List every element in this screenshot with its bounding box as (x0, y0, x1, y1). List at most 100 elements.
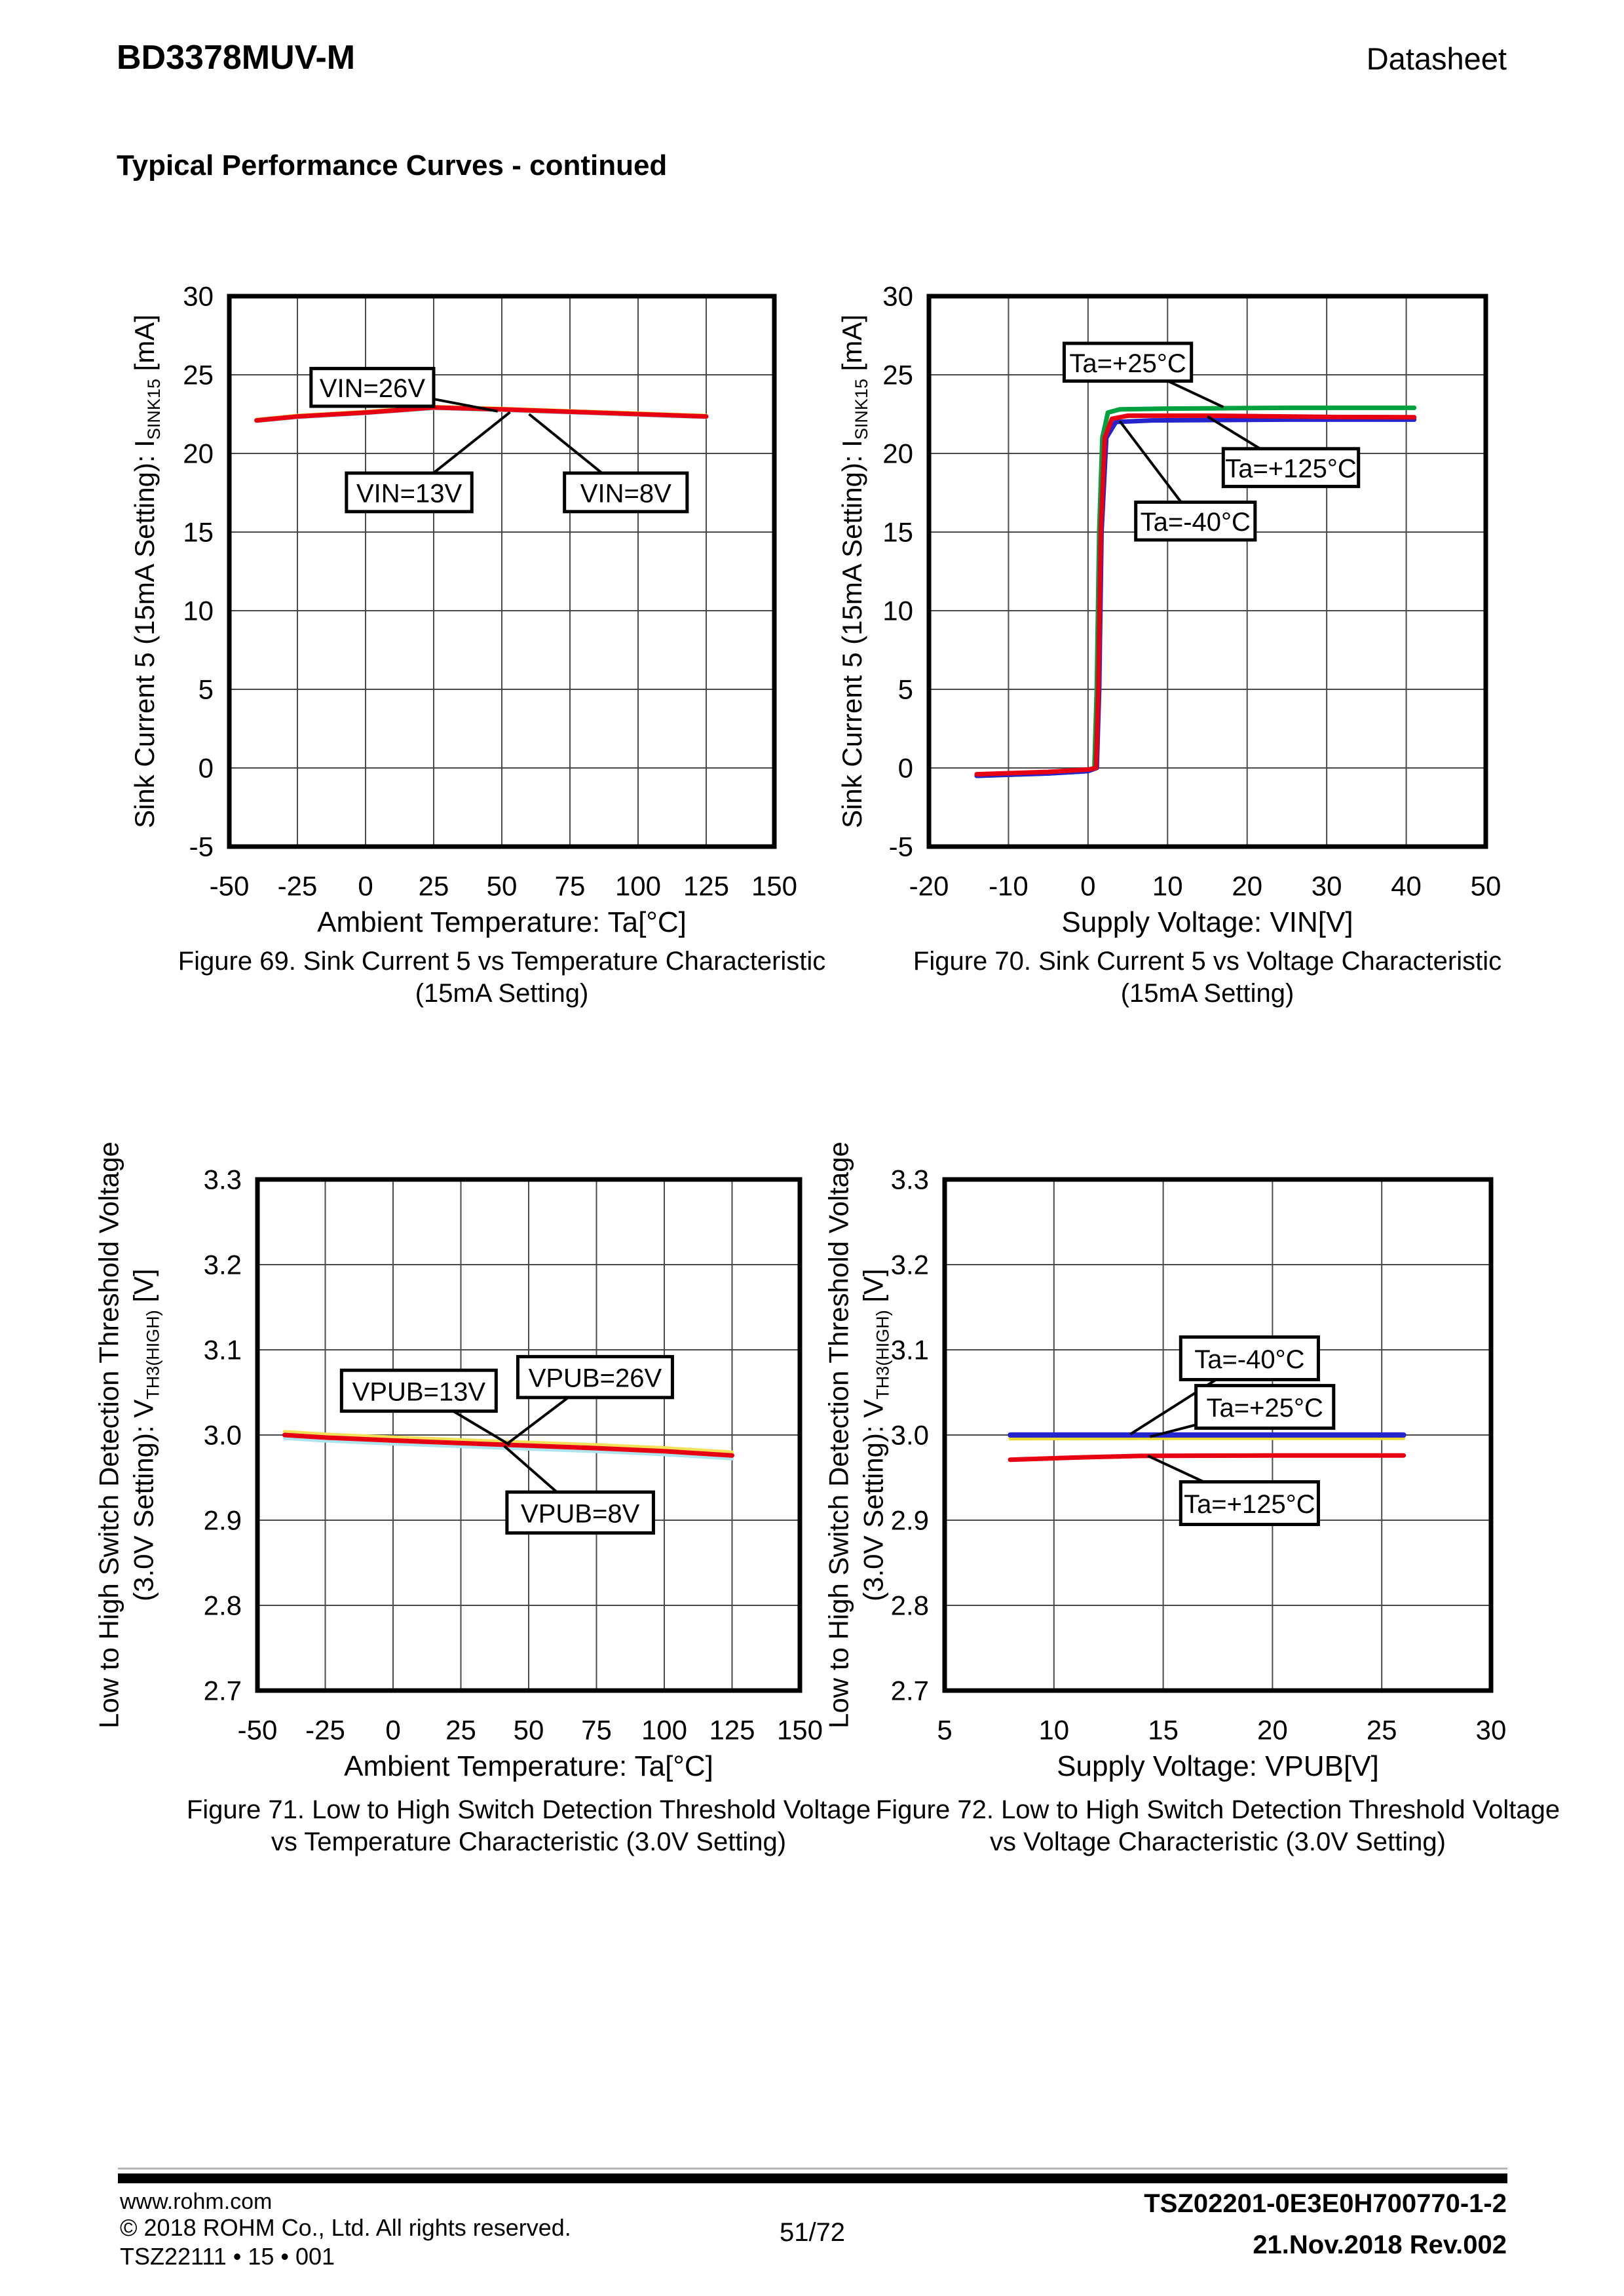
y-tick-label: 2.7 (204, 1675, 242, 1706)
figure-72-plot-svg: Ta=-40°C Ta=+25°C Ta=+125°C 5 10 15 20 25 30 2.7 2… (891, 1164, 1507, 1783)
section-title: Typical Performance Curves - continued (117, 149, 668, 182)
y-tick-label: 2.9 (204, 1505, 242, 1536)
x-tick-label: -50 (238, 1715, 278, 1746)
figure-69-y-axis-label: Sink Current 5 (15mA Setting): ISINK15 [… (128, 315, 164, 828)
y-tick-label: 5 (198, 674, 214, 705)
x-tick-label: 150 (751, 871, 797, 902)
x-tick-label: 25 (419, 871, 449, 902)
y-tick-label: 3.1 (891, 1335, 929, 1366)
footer-doc-code-right: TSZ02201-0E3E0H700770-1-2 (1144, 2189, 1507, 2218)
annotation-box (1179, 1480, 1320, 1526)
x-tick-label: 75 (555, 871, 586, 902)
figure-69-caption: Figure 69. Sink Current 5 vs Temperature… (178, 946, 826, 1010)
footer-revision: 21.Nov.2018 Rev.002 (1253, 2230, 1507, 2259)
annotation-box (309, 366, 436, 408)
figure-71-caption: Figure 71. Low to High Switch Detection … (187, 1794, 871, 1858)
annotation-label: VPUB=26V (529, 1364, 662, 1393)
series-line-VPUB=26V (282, 1432, 734, 1458)
figure-70-chart: Ta=+25°C Ta=+125°C Ta=-40°C -20 -10 0 10 20 30 40… (831, 278, 1538, 965)
x-tick-label: 10 (1152, 871, 1183, 902)
y-tick-label: 2.8 (204, 1590, 242, 1621)
y-tick-label: 25 (183, 360, 214, 391)
y-tick-label: 0 (198, 753, 214, 784)
x-tick-label: 125 (709, 1715, 755, 1746)
y-tick-label: 5 (898, 674, 913, 705)
y-tick-label: 10 (183, 596, 214, 626)
x-tick-label: 75 (581, 1715, 612, 1746)
y-tick-label: 20 (183, 438, 214, 469)
y-tick-label: 0 (898, 753, 913, 784)
x-tick-label: 5 (937, 1715, 952, 1746)
y-tick-label: 3.1 (204, 1335, 242, 1366)
y-tick-label: 25 (882, 360, 913, 391)
annotation-label: Ta=-40°C (1194, 1345, 1304, 1374)
y-tick-label: 3.3 (891, 1164, 929, 1195)
figure-71-chart: VPUB=13V VPUB=26V VPUB=8V -50 -25 0 25 50 75 100 1… (159, 1161, 852, 1808)
y-tick-label: 3.2 (891, 1250, 929, 1280)
y-tick-label: -5 (889, 832, 913, 862)
figure-70-caption: Figure 70. Sink Current 5 vs Voltage Cha… (913, 946, 1501, 1010)
y-tick-label: 15 (882, 517, 913, 548)
annotation-label: Ta=+125°C (1184, 1490, 1315, 1519)
figure-72-caption-line1: Figure 72. Low to High Switch Detection … (875, 1795, 1560, 1824)
annotation-box (339, 1368, 498, 1413)
figure-71-caption-line2: vs Temperature Characteristic (3.0V Sett… (271, 1827, 787, 1856)
series-line-VPUB=8V (282, 1430, 734, 1454)
footer-website: www.rohm.com (120, 2189, 273, 2214)
figure-72-y-axis-label: Low to High Switch Detection Threshold V… (823, 1141, 893, 1729)
y-tick-label: 3.2 (204, 1250, 242, 1280)
figure-71-plot-svg: VPUB=13V VPUB=26V VPUB=8V -50 -25 0 25 50 75 100 1… (204, 1164, 823, 1783)
series-line-VPUB=13V (282, 1436, 734, 1461)
footer-copyright: © 2018 ROHM Co., Ltd. All rights reserve… (120, 2214, 571, 2241)
x-tick-label: 0 (385, 1715, 400, 1746)
plot-border (227, 294, 777, 849)
plot-border (255, 1177, 803, 1693)
series-line-VIN=26V (254, 405, 709, 423)
x-tick-label: -50 (210, 871, 250, 902)
x-tick-label: 20 (1232, 871, 1262, 902)
x-axis-label: Supply Voltage: VIN[V] (1061, 906, 1353, 938)
y-tick-label: 30 (183, 281, 214, 312)
figure-71-y-axis-label: Low to High Switch Detection Threshold V… (93, 1141, 163, 1729)
footer-page-number: 51/72 (779, 2218, 846, 2247)
x-tick-label: 50 (514, 1715, 544, 1746)
y-tick-label: 20 (882, 438, 913, 469)
annotation-label: Ta=+25°C (1069, 349, 1186, 378)
x-tick-label: 150 (777, 1715, 823, 1746)
figure-69-caption-line2: (15mA Setting) (415, 979, 589, 1008)
x-tick-label: 125 (683, 871, 729, 902)
y-tick-label: 2.9 (891, 1505, 929, 1536)
annotation-box (516, 1354, 674, 1400)
figure-69-chart: VIN=26V VIN=13V VIN=8V -50 -25 0 25 50 75 100 125 1… (131, 278, 827, 965)
annotation-box (1221, 447, 1361, 488)
x-tick-label: 40 (1391, 871, 1422, 902)
x-tick-label: 0 (358, 871, 373, 902)
y-tick-label: 10 (882, 596, 913, 626)
series-line-Ta=+125°C (1008, 1453, 1407, 1463)
figure-69-caption-line1: Figure 69. Sink Current 5 vs Temperature… (178, 947, 826, 976)
x-tick-label: 50 (1471, 871, 1501, 902)
annotation-box (1062, 341, 1194, 383)
footer-doc-code-left: TSZ22111 • 15 • 001 (120, 2243, 335, 2270)
x-tick-label: -25 (278, 871, 318, 902)
y-tick-label: 3.0 (204, 1420, 242, 1451)
annotation-box (505, 1490, 655, 1535)
footer-divider-bar (118, 2173, 1507, 2183)
figure-70-plot-svg: Ta=+25°C Ta=+125°C Ta=-40°C -20 -10 0 10 20 30 40… (882, 281, 1501, 939)
annotation-label: VIN=26V (320, 374, 426, 403)
series-line-Ta=+125°C (974, 413, 1417, 777)
annotation-box (563, 471, 689, 514)
x-tick-label: -10 (989, 871, 1029, 902)
y-tick-label: -5 (189, 832, 214, 862)
x-tick-label: 50 (487, 871, 518, 902)
figure-72-chart: Ta=-40°C Ta=+25°C Ta=+125°C 5 10 15 20 25 30 2.7 2… (846, 1161, 1543, 1808)
y-tick-label: 2.7 (891, 1675, 929, 1706)
x-axis-label: Supply Voltage: VPUB[V] (1057, 1750, 1379, 1782)
footer-divider-thin (118, 2168, 1507, 2170)
part-number: BD3378MUV-M (117, 39, 356, 77)
annotation-box (1179, 1335, 1320, 1381)
x-tick-label: 100 (615, 871, 661, 902)
x-tick-label: -20 (909, 871, 949, 902)
